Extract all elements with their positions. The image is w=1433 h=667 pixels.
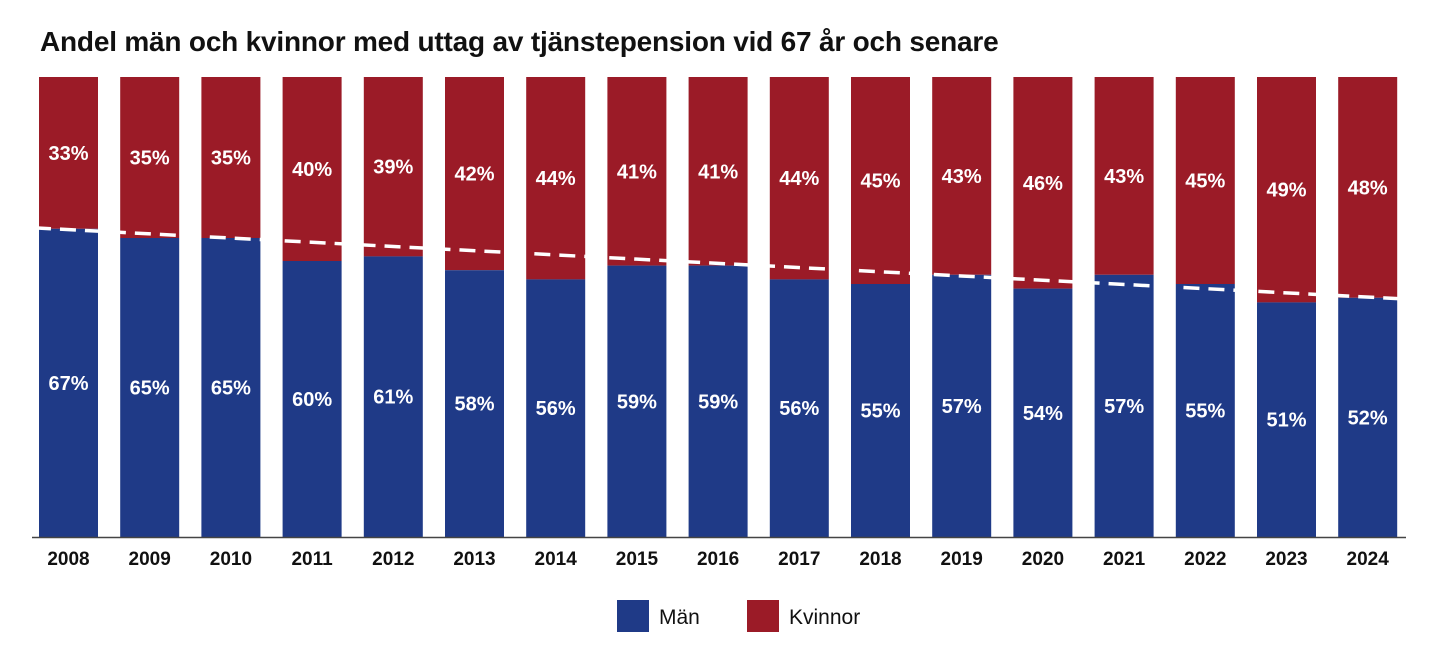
x-tick-2020: 2020 [1022, 549, 1064, 570]
x-tick-2024: 2024 [1347, 549, 1390, 570]
label-man-2013: 58% [454, 394, 494, 416]
x-tick-2023: 2023 [1265, 549, 1307, 570]
x-tick-2013: 2013 [453, 549, 495, 570]
bar-man-2009 [120, 238, 180, 537]
bar-kvinnor-2016 [688, 77, 748, 266]
legend-swatch-man [617, 600, 649, 632]
bar-kvinnor-2012 [363, 77, 423, 257]
bar-kvinnor-2023 [1257, 77, 1316, 303]
bar-man-2013 [445, 270, 504, 537]
label-man-2018: 55% [860, 401, 900, 423]
label-kvinnor-2013: 42% [454, 164, 494, 186]
x-tick-2018: 2018 [859, 549, 901, 570]
x-tick-2008: 2008 [47, 549, 89, 570]
trendline-man [34, 226, 1400, 301]
bar-man-2010 [201, 238, 261, 537]
legend-label-kvinnor: Kvinnor [789, 606, 860, 629]
label-kvinnor-2019: 43% [942, 166, 982, 188]
label-man-2022: 55% [1185, 401, 1225, 423]
bar-man-2017 [769, 279, 829, 537]
label-man-2020: 54% [1023, 403, 1063, 425]
x-tick-2012: 2012 [372, 549, 414, 570]
label-kvinnor-2021: 43% [1104, 166, 1144, 188]
bar-man-2014 [526, 279, 586, 537]
bar-kvinnor-2019 [932, 77, 992, 275]
bar-kvinnor-2011 [282, 77, 342, 261]
label-man-2012: 61% [373, 387, 413, 409]
bar-kvinnor-2017 [769, 77, 829, 280]
label-kvinnor-2024: 48% [1348, 177, 1388, 199]
bar-kvinnor-2014 [526, 77, 586, 280]
bar-kvinnor-2020 [1013, 77, 1073, 289]
label-kvinnor-2008: 33% [48, 143, 88, 165]
label-man-2021: 57% [1104, 396, 1144, 418]
x-tick-2022: 2022 [1184, 549, 1226, 570]
label-kvinnor-2018: 45% [860, 171, 900, 193]
label-kvinnor-2017: 44% [779, 168, 819, 190]
label-kvinnor-2020: 46% [1023, 173, 1063, 195]
chart-title: Andel män och kvinnor med uttag av tjäns… [40, 26, 999, 57]
bar-kvinnor-2008 [39, 77, 98, 229]
label-man-2010: 65% [211, 378, 251, 400]
label-kvinnor-2022: 45% [1185, 171, 1225, 193]
label-man-2011: 60% [292, 389, 332, 411]
x-tick-2017: 2017 [778, 549, 820, 570]
x-tick-2016: 2016 [697, 549, 739, 570]
bar-man-2018 [851, 284, 910, 537]
label-man-2023: 51% [1266, 410, 1306, 432]
bar-man-2020 [1013, 288, 1073, 537]
bar-man-2022 [1175, 284, 1235, 537]
legend-swatch-kvinnor [747, 600, 779, 632]
label-kvinnor-2010: 35% [211, 148, 251, 170]
x-tick-2010: 2010 [210, 549, 252, 570]
label-kvinnor-2011: 40% [292, 159, 332, 181]
bar-man-2008 [39, 228, 98, 538]
label-man-2009: 65% [130, 378, 170, 400]
label-man-2008: 67% [48, 373, 88, 395]
label-kvinnor-2016: 41% [698, 161, 738, 183]
bar-kvinnor-2024 [1338, 77, 1398, 298]
bar-kvinnor-2022 [1175, 77, 1235, 284]
label-kvinnor-2015: 41% [617, 161, 657, 183]
bar-man-2021 [1094, 274, 1154, 537]
bar-man-2011 [282, 261, 342, 537]
x-tick-2019: 2019 [941, 549, 983, 570]
legend: Män Kvinnor [617, 600, 860, 632]
label-kvinnor-2009: 35% [130, 148, 170, 170]
bar-man-2015 [607, 265, 667, 537]
label-kvinnor-2014: 44% [536, 168, 576, 190]
bar-man-2019 [932, 274, 992, 537]
bar-kvinnor-2013 [445, 77, 504, 271]
label-kvinnor-2023: 49% [1266, 180, 1306, 202]
trendline-layer [34, 226, 1400, 301]
x-tick-2021: 2021 [1103, 549, 1146, 570]
label-man-2014: 56% [536, 398, 576, 420]
bar-kvinnor-2018 [851, 77, 910, 284]
x-tick-2009: 2009 [129, 549, 171, 570]
label-man-2024: 52% [1348, 407, 1388, 429]
bar-man-2016 [688, 265, 748, 537]
x-tick-2011: 2011 [291, 549, 333, 570]
bar-man-2023 [1257, 302, 1316, 537]
x-tick-2014: 2014 [535, 549, 578, 570]
bar-kvinnor-2010 [201, 77, 261, 238]
label-man-2019: 57% [942, 396, 982, 418]
x-tick-2015: 2015 [616, 549, 659, 570]
bar-kvinnor-2009 [120, 77, 180, 238]
bars-layer [39, 77, 1398, 538]
label-kvinnor-2012: 39% [373, 157, 413, 179]
legend-label-man: Män [659, 606, 700, 629]
bar-man-2012 [363, 256, 423, 537]
label-man-2016: 59% [698, 391, 738, 413]
x-axis: 2008 2009 2010 2011 2012 2013 2014 2015 2016 2017… [32, 536, 1406, 570]
label-man-2015: 59% [617, 391, 657, 413]
value-labels-layer: 33% 67% 35% 65% 35% 65% 40% 60% 39% 61% 42% 58% 44% 5… [48, 143, 1387, 432]
label-man-2017: 56% [779, 398, 819, 420]
bar-man-2024 [1338, 297, 1398, 537]
bar-kvinnor-2015 [607, 77, 667, 266]
bar-kvinnor-2021 [1094, 77, 1154, 275]
